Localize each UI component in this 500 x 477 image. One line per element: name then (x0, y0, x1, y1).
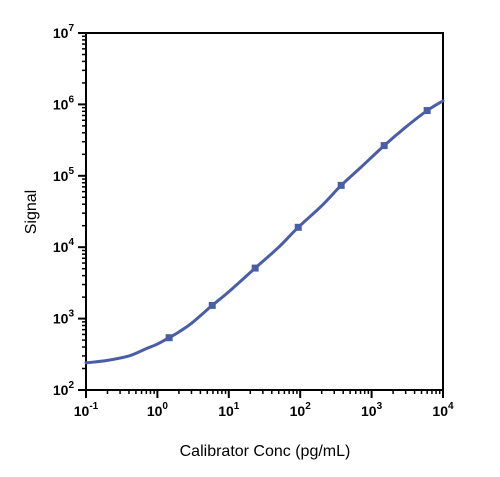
y-tick-label: 106 (53, 94, 75, 112)
data-point (423, 107, 431, 115)
y-tick-label: 105 (53, 166, 75, 184)
data-point (165, 334, 173, 342)
x-tick-label: 10-1 (74, 401, 99, 419)
plot-frame (85, 32, 444, 391)
data-point (294, 223, 302, 231)
y-tick-label: 104 (53, 237, 75, 255)
y-tick-label: 103 (53, 309, 75, 327)
x-tick-label: 104 (432, 401, 454, 419)
fit-curve (84, 99, 445, 365)
x-tick-label: 103 (361, 401, 383, 419)
x-tick-label: 100 (147, 401, 169, 419)
y-axis-label: Signal (23, 190, 40, 234)
plot-area (84, 99, 445, 365)
data-point (251, 264, 259, 272)
x-tick-label: 101 (218, 401, 240, 419)
y-tick-label: 102 (53, 380, 75, 398)
y-tick-label: 107 (53, 23, 75, 41)
data-point (208, 301, 216, 309)
axes: 10-1 100 101 102 103 104 102 103 104 105 106 107 (53, 23, 454, 419)
data-point (380, 142, 388, 150)
data-point (337, 181, 345, 189)
x-tick-label: 102 (290, 401, 312, 419)
x-axis-label: Calibrator Conc (pg/mL) (180, 443, 351, 460)
